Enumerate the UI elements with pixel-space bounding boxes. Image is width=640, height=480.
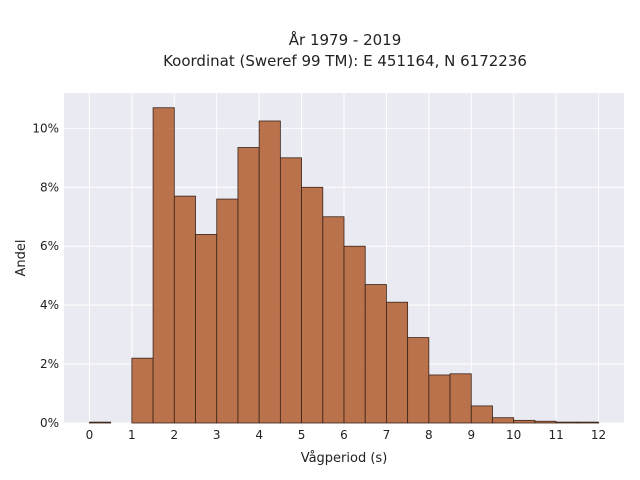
histogram-bar [195,234,218,424]
histogram-bar [131,357,154,424]
x-tick-label: 3 [213,428,221,442]
y-tick-label: 0% [40,416,59,430]
histogram-bar [513,419,536,424]
histogram-bar [407,337,430,424]
histogram-bar [364,284,387,424]
histogram-bar [173,195,196,424]
x-tick-label: 2 [170,428,178,442]
histogram-bar [343,245,366,424]
x-tick-label: 6 [340,428,348,442]
x-tick-label: 5 [298,428,306,442]
x-tick-label: 4 [255,428,263,442]
x-tick-label: 10 [506,428,521,442]
chart-title-line2: Koordinat (Sweref 99 TM): E 451164, N 61… [163,52,527,70]
x-tick-label: 11 [548,428,563,442]
histogram-bar [89,421,112,424]
histogram-bar [279,157,302,424]
histogram-bars [89,107,599,424]
histogram-bar [152,107,175,424]
x-axis-label: Vågperiod (s) [301,451,388,466]
histogram-bar [555,421,578,424]
x-tick-label: 8 [425,428,433,442]
x-tick-label: 0 [86,428,94,442]
x-tick-label: 7 [383,428,391,442]
histogram-bar [428,374,451,424]
y-axis-label: Andel [14,240,29,277]
x-tick-label: 9 [467,428,475,442]
x-tick-label: 12 [591,428,606,442]
y-tick-label: 6% [40,239,59,253]
histogram-bar [216,198,239,424]
histogram-bar [534,420,557,424]
chart-title-line1: År 1979 - 2019 [289,30,402,49]
y-tick-label: 2% [40,357,59,371]
x-tick-label: 1 [128,428,136,442]
x-tick-labels: 0 1 2 3 4 5 6 7 8 9 10 11 12 [86,428,607,442]
histogram-bar [470,405,493,424]
histogram-bar [449,373,472,424]
histogram-bar [301,186,324,424]
histogram-bar [237,147,260,424]
histogram-bar [386,301,409,424]
y-tick-labels: 0% 2% 4% 6% 8% 10% [32,121,59,430]
histogram-bar [576,421,599,424]
y-tick-label: 4% [40,298,59,312]
histogram-bar [258,120,281,424]
y-tick-label: 10% [32,121,59,135]
histogram-bar [492,417,515,424]
histogram-bar [322,216,345,424]
y-tick-label: 8% [40,180,59,194]
